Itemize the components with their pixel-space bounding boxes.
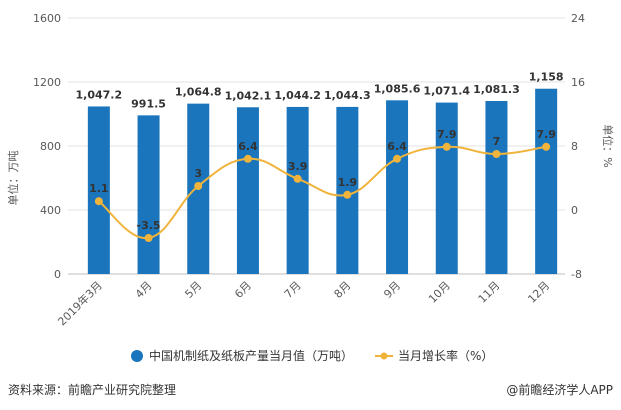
y-tick-label: 400 [40,204,61,217]
line-data-label: 7.9 [437,128,457,141]
x-tick-label: 8月 [332,279,354,301]
line-point [492,150,501,158]
legend-bar-label: 中国机制纸及纸板产量当月值（万吨） [149,348,353,363]
x-tick-label: 10月 [426,279,453,306]
bar [87,106,110,274]
bar [286,106,309,274]
line-point [243,154,252,163]
bar-data-label: 1,042.1 [225,89,272,102]
line-data-label: 1.1 [89,182,109,195]
bar-data-label: 1,158 [529,71,564,84]
line-data-label: 3.9 [288,160,308,173]
line-data-label: -3.5 [137,219,161,232]
bar-data-label: 1,071.4 [423,85,470,98]
y2-tick-label: 24 [571,12,585,25]
line-point [144,234,153,242]
y-axis-label: 单位：万吨 [6,151,20,206]
line-point [293,174,302,183]
y2-tick-label: 8 [571,140,578,153]
line-data-label: 6.4 [238,140,258,153]
y2-tick-label: -8 [571,268,582,281]
legend-line-label: 当月增长率（%） [398,348,493,363]
bar-data-label: 1,064.8 [175,86,222,99]
x-tick-label: 6月 [232,279,254,301]
bar [236,107,259,274]
bar [485,100,508,274]
line-point [343,190,352,199]
bar-data-label: 991.5 [131,97,166,110]
legend: 中国机制纸及纸板产量当月值（万吨） 当月增长率（%） [131,348,493,363]
y2-tick-label: 0 [571,204,578,217]
bar [535,88,558,274]
growth-line [98,145,547,240]
line-point [442,142,451,151]
y-tick-label: 0 [54,268,61,281]
line-point [393,154,402,163]
line-data-label: 7.9 [536,128,556,141]
y-tick-label: 1600 [33,12,61,25]
line-point [194,182,203,190]
y-tick-label: 1200 [33,76,61,89]
x-tick-label: 7月 [282,279,304,301]
bar [336,106,359,274]
line-point [542,142,551,151]
line-data-label: 3 [194,167,202,180]
line-point [94,197,103,206]
x-tick-label: 5月 [182,279,204,301]
bar-data-label: 1,085.6 [374,82,421,95]
y-tick-label: 800 [40,140,61,153]
line-data-label: 7 [493,135,501,148]
y2-axis-label: 单位：% [601,124,615,167]
x-tick-label: 2019年3月 [55,278,105,328]
bar [435,102,458,275]
chart: 0 400 800 1200 1600 -8 0 8 16 24 2019年3月 4月 5月 6月 7月 8月… [6,12,615,363]
y2-tick-label: 16 [571,76,585,89]
bar-data-label: 1,081.3 [473,83,520,96]
credit: @前瞻经济学人APP [506,383,613,397]
bar-data-label: 1,044.3 [324,89,371,102]
bar-data-label: 1,044.2 [274,89,321,102]
x-tick-label: 4月 [133,279,155,301]
bar [386,100,409,274]
bar [137,115,160,274]
x-tick-label: 9月 [381,279,403,301]
x-tick-label: 12月 [525,279,552,306]
line-data-label: 1.9 [338,176,358,189]
line-data-label: 6.4 [387,140,407,153]
legend-line-dot [380,352,388,360]
legend-bar-marker [131,350,143,362]
source-note: 资料来源：前瞻产业研究院整理 [8,383,177,397]
bar-data-label: 1,047.2 [76,88,123,101]
x-tick-label: 11月 [476,279,503,306]
